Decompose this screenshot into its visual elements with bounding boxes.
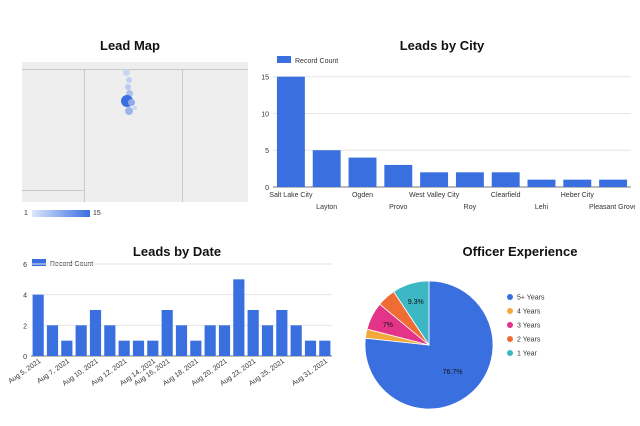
bar — [563, 179, 592, 187]
bar — [89, 310, 102, 356]
bar — [304, 340, 317, 356]
legend-label: 1 Year — [517, 351, 538, 358]
map-marker[interactable] — [128, 99, 135, 106]
y-tick-label: 0 — [265, 185, 269, 192]
pie-slice — [393, 280, 430, 347]
y-tick-label: 5 — [265, 148, 269, 155]
map-border-line — [22, 190, 84, 191]
map-marker[interactable] — [126, 90, 133, 97]
map-marker[interactable] — [126, 77, 132, 83]
map-border-line — [22, 69, 248, 70]
legend-swatch — [507, 336, 513, 342]
bar — [175, 325, 188, 356]
y-tick-label: 0 — [23, 354, 27, 361]
bar — [319, 340, 331, 356]
bar — [147, 340, 159, 356]
x-tick-label: Roy — [464, 204, 477, 211]
pie-chart-title: Officer Experience — [462, 244, 578, 259]
pie-slice — [364, 280, 494, 410]
x-tick-label: Lehi — [535, 204, 549, 211]
map-marker[interactable] — [123, 69, 130, 76]
y-tick-label: 10 — [261, 111, 269, 118]
x-tick-label: Provo — [389, 204, 407, 211]
pie-slice-label: 76.7% — [443, 369, 463, 376]
bar — [276, 310, 288, 356]
legend-swatch — [32, 259, 46, 266]
legend-swatch — [507, 350, 513, 356]
x-tick-label: West Valley City — [409, 192, 460, 199]
map-marker[interactable] — [133, 106, 137, 110]
date-chart-title: Leads by Date — [132, 244, 222, 259]
legend-label: 4 Years — [517, 309, 541, 316]
bar — [312, 150, 341, 187]
city-chart-title: Leads by City — [399, 38, 485, 53]
y-tick-label: 2 — [23, 323, 27, 330]
y-tick-label: 6 — [23, 262, 27, 269]
x-tick-label: Heber City — [561, 192, 595, 199]
bar — [61, 340, 73, 356]
legend-label: 2 Years — [517, 337, 541, 344]
bar — [75, 325, 87, 356]
bar — [32, 294, 44, 356]
y-tick-label: 15 — [261, 75, 269, 82]
bar — [276, 76, 305, 187]
bar — [420, 172, 449, 187]
legend-swatch — [507, 322, 513, 328]
legend-swatch — [507, 294, 513, 300]
legend-label: 5+ Years — [517, 295, 545, 302]
map-border-line — [182, 70, 183, 202]
map-marker[interactable] — [125, 84, 131, 90]
pie-slice-label: 7% — [383, 322, 393, 329]
x-tick-label: Ogden — [352, 192, 373, 199]
map-scale-max: 15 — [93, 210, 101, 217]
bar — [491, 172, 520, 187]
bar — [348, 157, 377, 187]
bar — [233, 279, 245, 356]
bar — [104, 325, 116, 356]
map-border-line — [84, 70, 85, 202]
x-tick-label: Clearfield — [491, 192, 521, 199]
legend-label: Record Count — [295, 58, 338, 65]
map-marker[interactable] — [125, 107, 133, 115]
bar — [46, 325, 59, 356]
x-tick-label: Aug 31, 2021 — [291, 358, 329, 388]
pie-slice-label: 9.3% — [408, 299, 424, 306]
bar — [290, 325, 302, 356]
bar — [527, 179, 556, 187]
map-color-scale — [32, 210, 90, 217]
officer-experience-chart: 76.7% 7% 9.3% 5+ Years 4 Years 3 Years 2 Years… — [364, 280, 545, 410]
bar — [132, 340, 145, 356]
legend-swatch — [507, 308, 513, 314]
bar — [599, 179, 628, 187]
lead-map-title: Lead Map — [100, 38, 160, 53]
legend-swatch — [277, 56, 291, 63]
x-tick-label: Layton — [316, 204, 337, 211]
legend-label: 3 Years — [517, 323, 541, 330]
bar — [218, 325, 231, 356]
bar — [247, 310, 259, 356]
x-tick-label: Pleasant Grove — [589, 204, 635, 211]
bar — [261, 325, 274, 356]
bar — [161, 310, 173, 356]
bar — [204, 325, 216, 356]
map-scale-min: 1 — [24, 210, 28, 217]
bar — [455, 172, 484, 187]
bar — [190, 340, 202, 356]
lead-map[interactable] — [22, 62, 248, 202]
y-tick-label: 4 — [23, 293, 27, 300]
bar — [118, 340, 130, 356]
bar — [384, 164, 413, 187]
x-tick-label: Salt Lake City — [269, 192, 313, 199]
